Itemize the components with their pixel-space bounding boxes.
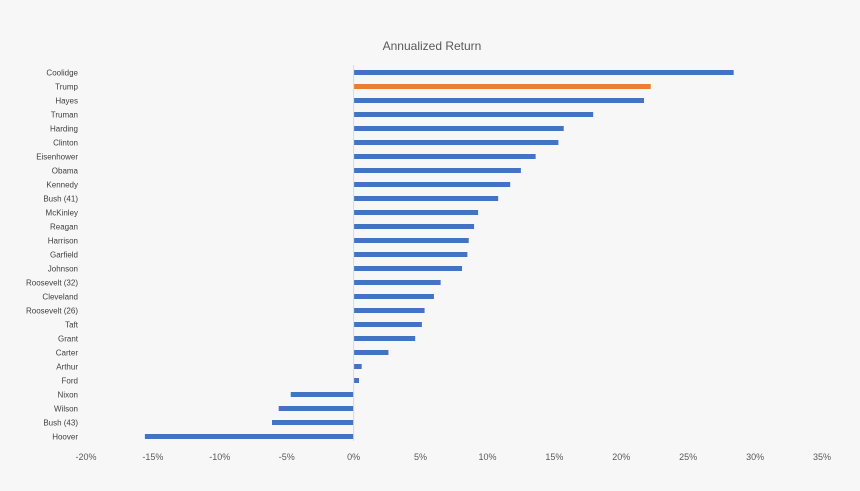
category-label: Johnson — [48, 265, 78, 274]
bar-hayes — [353, 98, 645, 103]
category-label: Arthur — [56, 363, 78, 372]
category-labels: Coolidge Trump Hayes Truman Harding Clinton Ei… — [26, 69, 79, 442]
x-tick-label: 0% — [347, 452, 360, 462]
bar-kennedy — [353, 182, 511, 187]
bar-roosevelt-32 — [353, 280, 441, 285]
x-tick-label: -15% — [142, 452, 163, 462]
x-tick-label: 35% — [813, 452, 831, 462]
category-label: Taft — [65, 321, 79, 330]
category-label: Harrison — [48, 237, 78, 246]
x-tick-label: -5% — [279, 452, 295, 462]
x-tick-label: 15% — [545, 452, 563, 462]
category-label: Harding — [50, 125, 78, 134]
category-label: Truman — [51, 111, 78, 120]
bar-harrison — [353, 238, 469, 243]
category-label: Reagan — [50, 223, 78, 232]
bar-johnson — [353, 266, 463, 271]
bar-coolidge — [353, 70, 734, 75]
bar-garfield — [353, 252, 468, 257]
bar-wilson — [278, 406, 354, 411]
category-label: Wilson — [54, 405, 78, 414]
bars-group — [144, 70, 734, 439]
bar-carter — [353, 350, 389, 355]
bar-ford — [353, 378, 359, 383]
category-label: Roosevelt (32) — [26, 279, 78, 288]
bar-arthur — [353, 364, 362, 369]
bar-roosevelt-26 — [353, 308, 425, 313]
bar-mckinley — [353, 210, 479, 215]
category-label: Trump — [55, 83, 78, 92]
chart-title: Annualized Return — [383, 39, 482, 53]
x-tick-labels: -20% -15% -10% -5% 0% 5% 10% 15% 20% 25% 30% 35% — [75, 452, 831, 462]
bar-obama — [353, 168, 521, 173]
bar-bush-43 — [272, 420, 354, 425]
x-tick-label: -10% — [209, 452, 230, 462]
bar-eisenhower — [353, 154, 536, 159]
category-label: Roosevelt (26) — [26, 307, 78, 316]
bar-bush-41 — [353, 196, 499, 201]
bar-reagan — [353, 224, 475, 229]
category-label: Hoover — [52, 433, 78, 442]
category-label: Clinton — [53, 139, 78, 148]
category-label: Nixon — [58, 391, 78, 400]
x-tick-label: -20% — [75, 452, 96, 462]
x-tick-label: 10% — [478, 452, 496, 462]
category-label: Grant — [58, 335, 79, 344]
x-tick-label: 30% — [746, 452, 764, 462]
bar-clinton — [353, 140, 559, 145]
category-label: Cleveland — [42, 293, 78, 302]
category-label: Ford — [62, 377, 78, 386]
category-label: Kennedy — [46, 181, 78, 190]
bar-grant — [353, 336, 416, 341]
x-tick-label: 25% — [679, 452, 697, 462]
category-label: Carter — [56, 349, 79, 358]
bar-nixon — [290, 392, 354, 397]
bar-harding — [353, 126, 564, 131]
category-label: Obama — [52, 167, 79, 176]
category-label: Coolidge — [46, 69, 78, 78]
category-label: Bush (43) — [43, 419, 78, 428]
bar-trump — [353, 84, 651, 89]
category-label: Bush (41) — [43, 195, 78, 204]
bar-taft — [353, 322, 422, 327]
x-tick-label: 5% — [414, 452, 427, 462]
category-label: Hayes — [55, 97, 78, 106]
x-tick-label: 20% — [612, 452, 630, 462]
bar-truman — [353, 112, 594, 117]
category-label: Garfield — [50, 251, 78, 260]
bar-hoover — [144, 434, 354, 439]
category-label: Eisenhower — [36, 153, 78, 162]
category-label: McKinley — [46, 209, 78, 218]
bar-cleveland — [353, 294, 434, 299]
